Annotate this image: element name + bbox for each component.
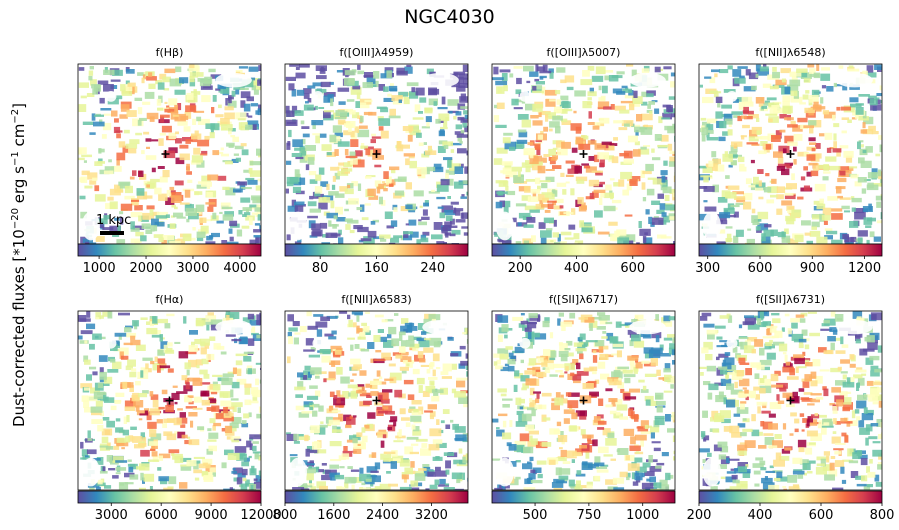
colorbar-tick-label: 400: [748, 508, 773, 523]
colorbar-tick-label: 12000: [240, 508, 281, 523]
colorbar-tick-label: 800: [273, 508, 298, 523]
colorbar-tick-label: 500: [523, 508, 548, 523]
colorbar-tick-label: 3200: [415, 508, 448, 523]
nucleus-marker: [579, 396, 588, 405]
colorbar: [698, 490, 883, 504]
panel: f([NII]λ6548) 300 600 900 1200: [695, 46, 883, 276]
panel: f([OIII]λ5007) 200 400 600: [491, 46, 676, 276]
panel: f(Hα) 3000 6000 9000 12000: [77, 293, 282, 523]
colorbar-tick-label: 750: [576, 508, 601, 523]
colorbar-tick-label: 200: [687, 508, 712, 523]
nucleus-marker: [786, 396, 795, 405]
flux-map: [492, 311, 675, 490]
colorbar-tick-label: 2000: [129, 261, 162, 276]
colorbar: [491, 243, 676, 257]
flux-map: [492, 64, 675, 244]
map-frame: [491, 310, 676, 491]
colorbar-tick-label: 600: [620, 261, 645, 276]
colorbar-tick-label: 9000: [195, 508, 228, 523]
colorbar-tick-label: 1000: [626, 508, 659, 523]
colorbar-tick-label: 3000: [176, 261, 209, 276]
nucleus-marker: [161, 150, 170, 158]
colorbar-tick-label: 240: [420, 261, 445, 276]
colorbar: [491, 490, 676, 504]
colorbar-tick-label: 1000: [83, 261, 116, 276]
colorbar-tick-label: 2400: [366, 508, 399, 523]
colorbar-tick-label: 3000: [95, 508, 128, 523]
nucleus-marker: [786, 150, 795, 158]
panel-title: f(Hα): [156, 293, 184, 306]
flux-map: [699, 311, 882, 490]
figure-title: NGC4030: [404, 6, 495, 28]
colorbar-tick-label: 160: [364, 261, 389, 276]
colorbar-tick-label: 4000: [223, 261, 256, 276]
colorbar: [77, 490, 262, 504]
colorbar-tick-label: 900: [800, 261, 825, 276]
panel-title: f([NII]λ6583): [341, 293, 411, 306]
panel-title: f([OIII]λ4959): [340, 46, 414, 59]
panel-title: f([SII]λ6717): [549, 293, 618, 306]
colorbar-tick-label: 80: [312, 261, 329, 276]
colorbar: [698, 243, 883, 257]
nucleus-marker: [372, 396, 381, 405]
flux-map: [285, 311, 468, 490]
nucleus-marker: [579, 150, 588, 158]
colorbar-tick-label: 600: [748, 261, 773, 276]
nucleus-marker: [372, 150, 381, 158]
colorbar-tick-label: 1200: [848, 261, 881, 276]
colorbar-tick-label: 1600: [317, 508, 350, 523]
colorbar: [284, 243, 469, 257]
colorbar-tick-label: 400: [564, 261, 589, 276]
panel: f([SII]λ6731) 200 400 600 800: [687, 293, 895, 523]
scale-bar: [100, 231, 124, 235]
colorbar: [284, 490, 469, 504]
flux-map: [78, 311, 261, 490]
panel: f([SII]λ6717) 500 750 1000: [491, 293, 676, 523]
panel-title: f([OIII]λ5007): [547, 46, 621, 59]
panel-title: f(Hβ): [156, 46, 184, 59]
panel: f([OIII]λ4959) 80 160 240: [284, 46, 469, 276]
panel-title: f([SII]λ6731): [756, 293, 825, 306]
colorbar: [77, 243, 262, 257]
nucleus-marker: [165, 396, 174, 405]
map-frame: [284, 310, 469, 491]
scale-bar-label: 1 kpc: [96, 213, 131, 228]
flux-map: [699, 64, 882, 244]
colorbar-tick-label: 800: [870, 508, 895, 523]
panel-title: f([NII]λ6548): [755, 46, 825, 59]
flux-map: [285, 64, 468, 244]
panel: f([NII]λ6583) 800 1600 2400 3200: [273, 293, 469, 523]
colorbar-tick-label: 600: [809, 508, 834, 523]
colorbar-tick-label: 200: [508, 261, 533, 276]
panel: f(Hβ) 1 kpc 1000 2000 3000 4000: [77, 46, 262, 276]
map-frame: [698, 310, 883, 491]
colorbar-tick-label: 6000: [145, 508, 178, 523]
map-frame: [77, 310, 262, 491]
colorbar-tick-label: 300: [695, 261, 720, 276]
